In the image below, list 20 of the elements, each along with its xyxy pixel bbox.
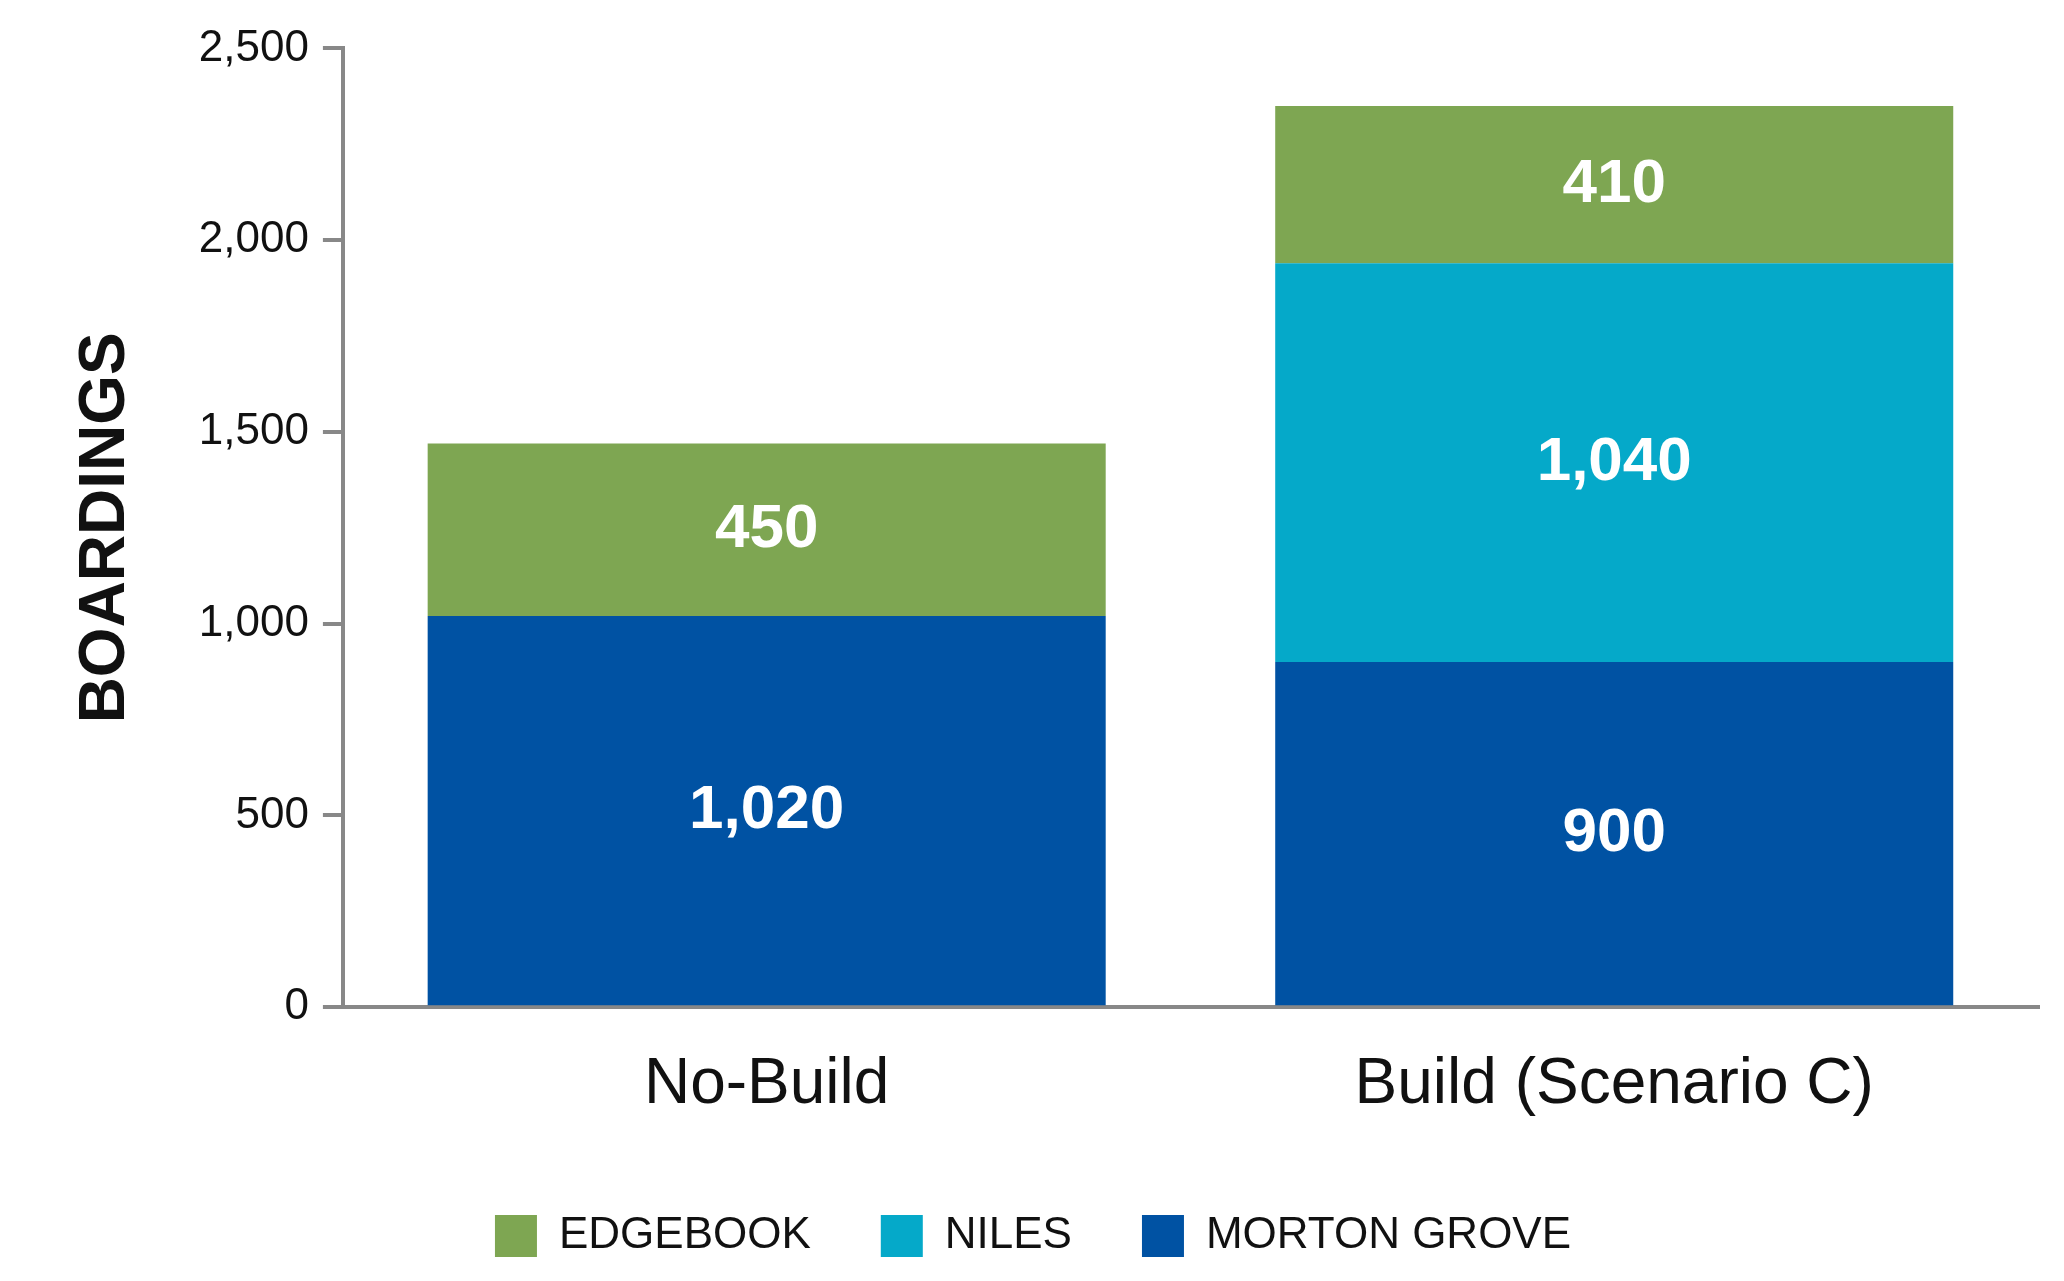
legend-label: NILES bbox=[944, 1208, 1072, 1258]
x-tick-label: No-Build bbox=[643, 1045, 890, 1118]
y-tick-label: 1,500 bbox=[198, 404, 309, 454]
x-tick-label: Build (Scenario C) bbox=[1354, 1045, 1874, 1118]
y-tick-label: 500 bbox=[235, 787, 309, 837]
legend-label: MORTON GROVE bbox=[1205, 1208, 1572, 1258]
bar bbox=[1275, 263, 1954, 663]
y-tick-label: 1,000 bbox=[198, 595, 309, 645]
y-tick-label: 2,000 bbox=[198, 212, 309, 262]
legend-label: EDGEBOOK bbox=[558, 1208, 811, 1258]
data-label: 1,020 bbox=[689, 771, 845, 841]
bar bbox=[427, 443, 1106, 617]
y-tick-label: 0 bbox=[284, 979, 309, 1029]
data-label: 450 bbox=[714, 490, 819, 560]
data-label: 410 bbox=[1562, 145, 1666, 215]
data-label: 900 bbox=[1562, 794, 1666, 864]
data-label: 1,040 bbox=[1536, 423, 1692, 493]
bar bbox=[1275, 105, 1954, 264]
y-tick-label: 2,500 bbox=[198, 20, 309, 70]
y-axis-title: BOARDINGS bbox=[66, 332, 139, 724]
